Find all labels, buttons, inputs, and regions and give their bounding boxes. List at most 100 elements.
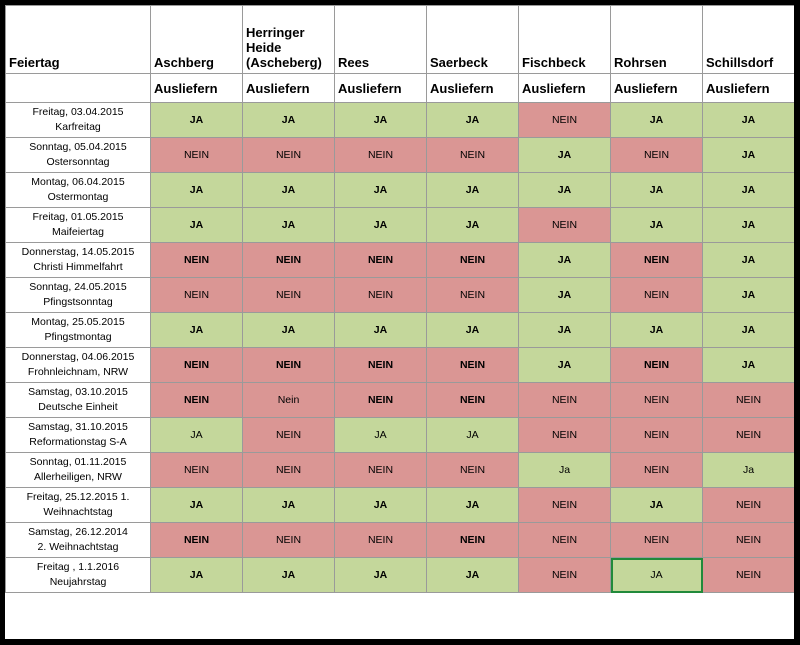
- delivery-status-cell[interactable]: NEIN: [242, 452, 335, 488]
- delivery-status-cell[interactable]: JA: [610, 487, 703, 523]
- delivery-status-cell[interactable]: NEIN: [426, 452, 519, 488]
- delivery-status-cell[interactable]: JA: [150, 487, 243, 523]
- delivery-status-cell[interactable]: NEIN: [702, 417, 794, 453]
- delivery-status-cell[interactable]: NEIN: [518, 417, 611, 453]
- delivery-status-cell[interactable]: NEIN: [518, 207, 611, 243]
- delivery-status-cell[interactable]: NEIN: [518, 102, 611, 138]
- delivery-status-cell[interactable]: JA: [242, 102, 335, 138]
- delivery-status-cell[interactable]: JA: [518, 347, 611, 383]
- subheader-blank-cell[interactable]: [5, 73, 151, 103]
- delivery-status-cell[interactable]: JA: [702, 347, 794, 383]
- delivery-status-cell[interactable]: NEIN: [702, 557, 794, 593]
- holiday-label-cell[interactable]: Sonntag, 01.11.2015 Allerheiligen, NRW: [5, 452, 151, 488]
- delivery-status-cell[interactable]: JA: [334, 417, 427, 453]
- holiday-label-cell[interactable]: Samstag, 03.10.2015 Deutsche Einheit: [5, 382, 151, 418]
- delivery-status-cell[interactable]: NEIN: [702, 487, 794, 523]
- delivery-status-cell[interactable]: NEIN: [518, 382, 611, 418]
- delivery-status-cell[interactable]: JA: [334, 557, 427, 593]
- header-location[interactable]: Rohrsen: [610, 5, 703, 74]
- delivery-status-cell[interactable]: NEIN: [610, 417, 703, 453]
- delivery-status-cell[interactable]: JA: [610, 102, 703, 138]
- delivery-status-cell[interactable]: NEIN: [426, 347, 519, 383]
- delivery-status-cell[interactable]: JA: [610, 312, 703, 348]
- delivery-status-cell[interactable]: NEIN: [150, 277, 243, 313]
- header-location[interactable]: Rees: [334, 5, 427, 74]
- header-location[interactable]: Aschberg: [150, 5, 243, 74]
- delivery-status-cell[interactable]: JA: [426, 417, 519, 453]
- delivery-status-cell[interactable]: JA: [150, 172, 243, 208]
- delivery-status-cell[interactable]: NEIN: [610, 522, 703, 558]
- delivery-status-cell[interactable]: NEIN: [426, 137, 519, 173]
- delivery-status-cell[interactable]: JA: [426, 102, 519, 138]
- delivery-status-cell[interactable]: JA: [150, 557, 243, 593]
- delivery-status-cell[interactable]: JA: [150, 312, 243, 348]
- delivery-status-cell[interactable]: NEIN: [242, 137, 335, 173]
- holiday-label-cell[interactable]: Sonntag, 05.04.2015 Ostersonntag: [5, 137, 151, 173]
- header-location[interactable]: Fischbeck: [518, 5, 611, 74]
- delivery-status-cell[interactable]: JA: [518, 312, 611, 348]
- delivery-status-cell[interactable]: NEIN: [610, 242, 703, 278]
- delivery-status-cell[interactable]: JA: [334, 172, 427, 208]
- delivery-status-cell[interactable]: NEIN: [150, 522, 243, 558]
- delivery-status-cell[interactable]: NEIN: [334, 277, 427, 313]
- holiday-label-cell[interactable]: Montag, 06.04.2015 Ostermontag: [5, 172, 151, 208]
- delivery-status-cell[interactable]: Nein: [242, 382, 335, 418]
- delivery-status-cell[interactable]: NEIN: [518, 487, 611, 523]
- delivery-status-cell[interactable]: JA: [334, 487, 427, 523]
- subheader-ausliefern[interactable]: Ausliefern: [334, 73, 427, 103]
- delivery-status-cell[interactable]: JA: [426, 207, 519, 243]
- delivery-status-cell[interactable]: JA: [702, 207, 794, 243]
- subheader-ausliefern[interactable]: Ausliefern: [518, 73, 611, 103]
- delivery-status-cell[interactable]: NEIN: [242, 417, 335, 453]
- delivery-status-cell[interactable]: JA: [702, 277, 794, 313]
- header-feiertag[interactable]: Feiertag: [5, 5, 151, 74]
- delivery-status-cell[interactable]: JA: [702, 137, 794, 173]
- delivery-status-cell[interactable]: JA: [242, 207, 335, 243]
- delivery-status-cell[interactable]: NEIN: [150, 137, 243, 173]
- holiday-label-cell[interactable]: Sonntag, 24.05.2015 Pfingstsonntag: [5, 277, 151, 313]
- delivery-status-cell[interactable]: JA: [150, 102, 243, 138]
- delivery-status-cell[interactable]: NEIN: [610, 347, 703, 383]
- delivery-status-cell[interactable]: NEIN: [426, 242, 519, 278]
- delivery-status-cell[interactable]: NEIN: [426, 277, 519, 313]
- holiday-label-cell[interactable]: Freitag, 03.04.2015 Karfreitag: [5, 102, 151, 138]
- delivery-status-cell[interactable]: NEIN: [334, 242, 427, 278]
- delivery-status-cell[interactable]: JA: [518, 277, 611, 313]
- delivery-status-cell[interactable]: Ja: [702, 452, 794, 488]
- delivery-status-cell[interactable]: NEIN: [242, 242, 335, 278]
- delivery-status-cell[interactable]: NEIN: [518, 557, 611, 593]
- subheader-ausliefern[interactable]: Ausliefern: [242, 73, 335, 103]
- delivery-status-cell[interactable]: JA: [242, 487, 335, 523]
- delivery-status-cell[interactable]: Ja: [518, 452, 611, 488]
- delivery-status-cell[interactable]: NEIN: [426, 382, 519, 418]
- delivery-status-cell[interactable]: NEIN: [150, 452, 243, 488]
- delivery-status-cell[interactable]: JA: [702, 312, 794, 348]
- delivery-status-cell[interactable]: JA: [702, 172, 794, 208]
- delivery-status-cell[interactable]: NEIN: [702, 382, 794, 418]
- delivery-status-cell[interactable]: JA: [518, 172, 611, 208]
- delivery-status-cell[interactable]: NEIN: [334, 137, 427, 173]
- subheader-ausliefern[interactable]: Ausliefern: [150, 73, 243, 103]
- delivery-status-cell[interactable]: JA: [426, 487, 519, 523]
- delivery-status-cell[interactable]: JA: [610, 207, 703, 243]
- delivery-status-cell[interactable]: JA: [702, 242, 794, 278]
- delivery-status-cell[interactable]: NEIN: [518, 522, 611, 558]
- holiday-label-cell[interactable]: Freitag , 1.1.2016 Neujahrstag: [5, 557, 151, 593]
- delivery-status-cell[interactable]: JA: [610, 557, 703, 593]
- delivery-status-cell[interactable]: JA: [334, 207, 427, 243]
- delivery-status-cell[interactable]: NEIN: [150, 347, 243, 383]
- holiday-label-cell[interactable]: Freitag, 01.05.2015 Maifeiertag: [5, 207, 151, 243]
- delivery-status-cell[interactable]: NEIN: [242, 277, 335, 313]
- holiday-label-cell[interactable]: Freitag, 25.12.2015 1. Weihnachtstag: [5, 487, 151, 523]
- delivery-status-cell[interactable]: JA: [426, 312, 519, 348]
- delivery-status-cell[interactable]: JA: [426, 172, 519, 208]
- subheader-ausliefern[interactable]: Ausliefern: [702, 73, 794, 103]
- delivery-status-cell[interactable]: JA: [518, 137, 611, 173]
- delivery-status-cell[interactable]: JA: [334, 312, 427, 348]
- holiday-label-cell[interactable]: Samstag, 26.12.2014 2. Weihnachtstag: [5, 522, 151, 558]
- delivery-status-cell[interactable]: NEIN: [334, 522, 427, 558]
- delivery-status-cell[interactable]: JA: [610, 172, 703, 208]
- delivery-status-cell[interactable]: JA: [334, 102, 427, 138]
- delivery-status-cell[interactable]: JA: [242, 172, 335, 208]
- holiday-label-cell[interactable]: Montag, 25.05.2015 Pfingstmontag: [5, 312, 151, 348]
